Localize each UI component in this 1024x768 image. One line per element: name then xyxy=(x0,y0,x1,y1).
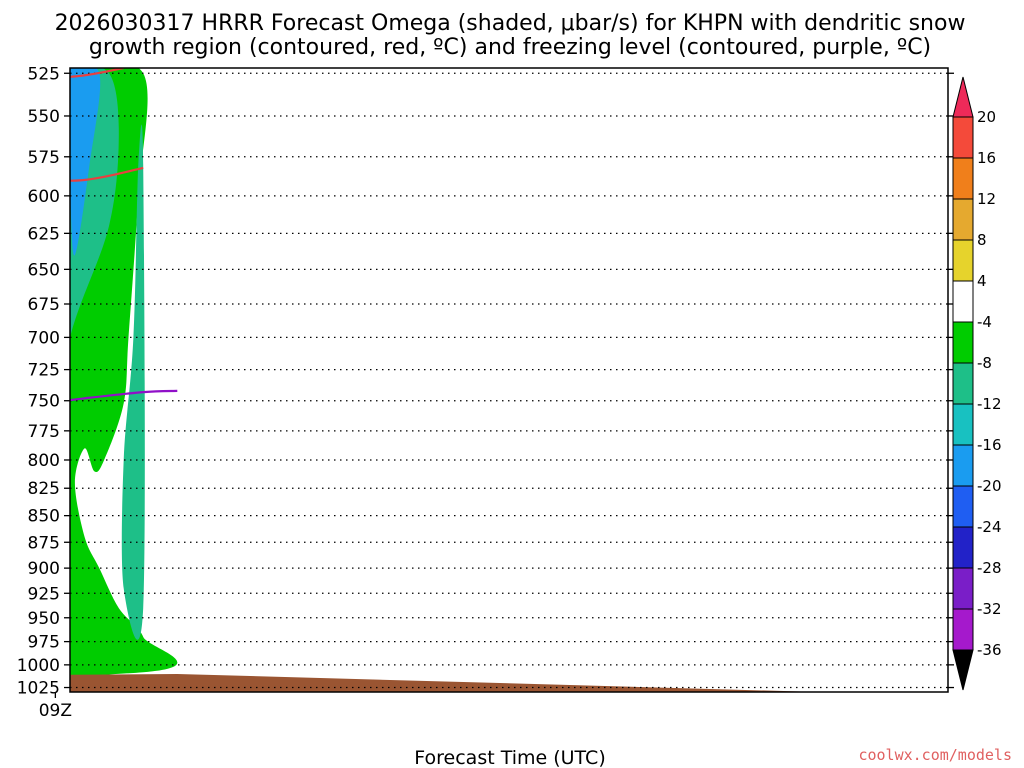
y-tick-label-975: 975 xyxy=(28,633,60,653)
y-tick-label-725: 725 xyxy=(28,361,60,381)
colorbar-band-2 xyxy=(952,198,974,241)
y-tick-label-525: 525 xyxy=(28,64,60,84)
colorbar-label-1: 16 xyxy=(977,149,996,167)
omega-region-m16-0 xyxy=(70,68,101,256)
colorbar-label-5: -4 xyxy=(977,313,992,331)
y-tick-label-675: 675 xyxy=(28,295,60,315)
omega-region-m8-4 xyxy=(121,124,145,640)
watermark: coolwx.com/models xyxy=(858,746,1012,764)
y-tick-label-550: 550 xyxy=(28,107,60,127)
colorbar: 20 16 12 8 4 -4 -8 -12 -16 -20 -24 -28 -32 -36 xyxy=(952,76,1002,691)
chart-title-line-1: 2026030317 HRRR Forecast Omega (shaded, … xyxy=(55,11,966,36)
plot-frame xyxy=(69,67,949,693)
colorbar-band-1 xyxy=(952,157,974,200)
y-tick-label-575: 575 xyxy=(28,148,60,168)
y-tick-label-775: 775 xyxy=(28,422,60,442)
colorbar-band-7 xyxy=(952,403,974,446)
colorbar-label-11: -28 xyxy=(977,559,1002,577)
colorbar-band-3 xyxy=(952,239,974,282)
y-tick-label-875: 875 xyxy=(28,533,60,553)
colorbar-label-4: 4 xyxy=(977,272,987,290)
colorbar-band-4 xyxy=(952,280,974,323)
y-tick-label-600: 600 xyxy=(28,187,60,207)
colorbar-band-8 xyxy=(952,444,974,487)
colorbar-band-12 xyxy=(952,608,974,651)
colorbar-top-arrow xyxy=(952,76,974,118)
chart-title-line-2: growth region (contoured, red, ºC) and f… xyxy=(89,35,931,60)
grid-lines xyxy=(70,72,948,689)
colorbar-label-2: 12 xyxy=(977,190,996,208)
colorbar-label-10: -24 xyxy=(977,518,1002,536)
colorbar-band-9 xyxy=(952,485,974,528)
y-tick-label-925: 925 xyxy=(28,584,60,604)
dendritic-isotherm-1 xyxy=(70,68,124,78)
y-tick-label-950: 950 xyxy=(28,609,60,629)
axes: 525 550 575 600 625 650 675 700 725 750 775 800 825 8… xyxy=(17,64,954,721)
y-tick-label-800: 800 xyxy=(28,451,60,471)
colorbar-band-10 xyxy=(952,526,974,569)
y-tick-label-650: 650 xyxy=(28,260,60,280)
y-tick-label-1025: 1025 xyxy=(17,679,60,699)
colorbar-band-5 xyxy=(952,321,974,364)
x-tick-label-16-0: 09Z xyxy=(39,701,72,721)
colorbar-label-3: 8 xyxy=(977,231,987,249)
ground-terrain xyxy=(70,673,819,692)
y-tick-label-625: 625 xyxy=(28,224,60,244)
colorbar-label-6: -8 xyxy=(977,354,992,372)
colorbar-band-11 xyxy=(952,567,974,610)
colorbar-label-13: -36 xyxy=(977,641,1002,659)
y-tick-label-850: 850 xyxy=(28,507,60,527)
y-tick-label-750: 750 xyxy=(28,392,60,412)
y-tick-label-1000: 1000 xyxy=(17,656,60,676)
y-tick-label-825: 825 xyxy=(28,479,60,499)
plot-clip-group: -18-120 xyxy=(1,68,948,692)
colorbar-label-0: 20 xyxy=(977,108,996,126)
y-tick-label-700: 700 xyxy=(28,328,60,348)
plot-area: -18-120 xyxy=(1,68,948,692)
colorbar-band-0 xyxy=(952,116,974,159)
colorbar-label-8: -16 xyxy=(977,436,1002,454)
y-tick-label-900: 900 xyxy=(28,559,60,579)
colorbar-label-12: -32 xyxy=(977,600,1002,618)
colorbar-label-9: -20 xyxy=(977,477,1002,495)
x-axis-label: Forecast Time (UTC) xyxy=(414,747,605,768)
colorbar-bottom-arrow xyxy=(952,649,974,691)
colorbar-label-7: -12 xyxy=(977,395,1002,413)
isotherm-label-m12: -12 xyxy=(1,170,23,184)
colorbar-band-6 xyxy=(952,362,974,405)
